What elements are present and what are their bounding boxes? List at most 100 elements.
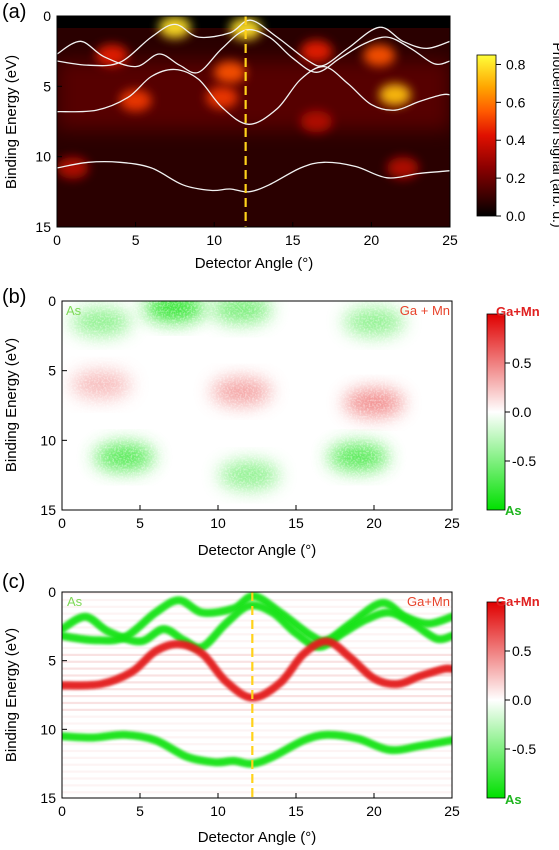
band [62,601,452,652]
x-tick-label: 15 [288,803,304,819]
x-tick-label: 10 [210,803,226,819]
panel-c-colorbar-ticks: 0.5 0.0 -0.5 [505,643,536,757]
panel-b-colorbar [486,313,506,511]
panel-a-hotspots [57,16,419,179]
colorbar-tick-label: 0.8 [506,56,526,72]
hotspot [213,61,246,84]
background-stripe [62,770,452,773]
hotspot [363,44,396,67]
y-tick-label: 15 [40,502,56,518]
background-stripe [62,681,452,684]
background-stripe [62,640,452,643]
colorbar-tick-label: 0.5 [512,355,532,371]
panel-b-frame [61,300,453,511]
background-stripe [62,756,452,759]
x-tick-label: 25 [444,803,460,819]
background-stripe [62,722,452,725]
colorbar-tick-label: 0.2 [506,170,526,186]
background-stripe [62,743,452,746]
x-tick-label: 5 [136,515,144,531]
panel-a-ylabel: Binding Energy (eV) [3,55,20,189]
y-tick-label: 0 [48,293,56,309]
x-tick-label: 20 [366,803,382,819]
panel-c-colorbar-bottom-label: As [505,792,522,807]
background-stripe [62,777,452,780]
background-stripe [62,708,452,711]
y-tick-label: 10 [40,721,56,737]
panel-b-label-left: As [66,303,82,318]
background-stripe [62,791,452,794]
panel-c-frame [61,591,453,799]
x-tick-label: 5 [132,232,140,248]
colorbar-tick-label: 0.5 [512,643,532,659]
background-stripe [62,701,452,705]
x-tick-label: 25 [444,515,460,531]
panel-b-colorbar-ticks: 0.5 0.0 -0.5 [505,355,536,469]
colorbar-tick-label: 0.4 [506,132,526,148]
panel-c-label-left: As [67,594,83,609]
y-tick-label: 5 [48,363,56,379]
colorbar-tick-label: -0.5 [512,741,536,757]
colorbar-tick-label: 0.0 [506,208,526,224]
colorbar-tick-label: -0.5 [512,453,536,469]
background-stripe [62,626,452,629]
y-tick-label: 15 [40,790,56,806]
colorbar-tick-label: 0.0 [512,692,532,708]
panel-a-label: (a) [2,1,26,23]
panel-a-xlabel: Detector Angle (°) [195,255,314,272]
panel-c-ylabel: Binding Energy (eV) [3,628,20,762]
panel-c-heatmap [62,592,452,798]
panel-b-label-right: Ga + Mn [400,303,450,318]
y-tick-label: 5 [43,78,51,94]
x-tick-label: 10 [210,515,226,531]
panel-a-frame [56,15,451,228]
panel-b-ylabel: Binding Energy (eV) [3,338,20,472]
panel-b-noise-texture [62,301,452,510]
y-tick-label: 5 [48,653,56,669]
panel-c-colorbar-top-label: Ga+Mn [496,594,540,609]
hotspot [300,110,333,133]
panel-a-axes: 0 5 10 15 20 25 0 5 10 15 [35,8,458,248]
hotspot [300,40,333,63]
band [62,592,452,645]
colorbar-tick-label: 0.0 [512,404,532,420]
hotspot [96,44,129,67]
background-stripe [62,646,452,650]
y-tick-label: 0 [48,584,56,600]
panel-a-band-lines [57,19,450,193]
panel-b-colorbar-top-label: Ga+Mn [496,304,540,319]
background-stripe [62,674,452,677]
x-tick-label: 10 [206,232,222,248]
background-stripe [62,749,452,753]
panel-c-bands [62,592,452,768]
background-stripe [62,619,452,622]
panel-b-xlabel: Detector Angle (°) [198,542,317,559]
panel-b-axes: 0 5 10 15 20 25 0 5 10 15 [40,293,460,531]
x-tick-label: 15 [288,515,304,531]
x-tick-label: 20 [366,515,382,531]
y-tick-label: 15 [35,219,51,235]
y-tick-label: 10 [35,149,51,165]
y-tick-label: 0 [43,8,51,24]
band-line [57,160,450,193]
x-tick-label: 20 [364,232,380,248]
panel-b-heatmap [62,301,452,510]
panel-c-xlabel: Detector Angle (°) [198,829,317,846]
x-tick-label: 0 [58,803,66,819]
panel-a-colorbar [476,54,497,217]
background-stripe [62,688,452,691]
band [62,637,452,702]
band-line [57,29,450,74]
background-stripe [62,784,452,787]
background-stripe [62,667,452,670]
x-tick-label: 15 [285,232,301,248]
panel-a-colorbar-label: Photoemission signal (arb. u.) [550,42,559,227]
band-line [57,65,450,125]
background-stripe [62,715,452,718]
background-stripe [62,660,452,663]
panel-b-colorbar-bottom-label: As [505,503,522,518]
hotspot [158,16,191,39]
panel-a-heatmap [57,16,450,227]
